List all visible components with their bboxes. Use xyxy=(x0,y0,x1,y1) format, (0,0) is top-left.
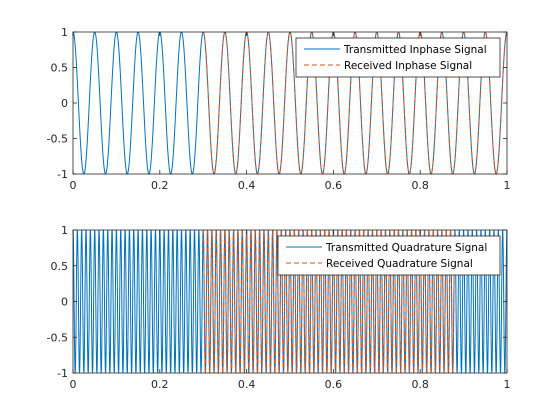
bottom-axes: 0 0.2 0.4 0.6 0.8 1 -1 -0.5 0 0.5 1 Transmitted Qua… xyxy=(47,224,511,391)
y-tick-label: 1 xyxy=(61,224,68,237)
x-tick-label: 0 xyxy=(70,179,77,192)
legend-entry-label: Transmitted Quadrature Signal xyxy=(325,242,487,254)
y-tick-label: -0.5 xyxy=(47,133,68,146)
y-tick-label: 0 xyxy=(61,296,68,309)
legend-entry-label: Received Quadrature Signal xyxy=(326,258,473,270)
legend-entry-label: Transmitted Inphase Signal xyxy=(343,44,487,56)
x-tick-label: 0.8 xyxy=(411,179,429,192)
y-tick-label: 0 xyxy=(61,97,68,110)
x-tick-label: 0.6 xyxy=(325,179,343,192)
x-tick-label: 0.8 xyxy=(411,378,429,391)
legend: Transmitted Quadrature Signal Received Qu… xyxy=(277,235,501,276)
y-tick-label: 1 xyxy=(61,26,68,39)
x-tick-label: 0.2 xyxy=(151,179,169,192)
y-tick-label: -1 xyxy=(57,168,68,181)
x-tick-label: 1 xyxy=(504,179,511,192)
x-tick-label: 0.4 xyxy=(238,179,256,192)
x-tick-label: 0.4 xyxy=(238,378,256,391)
legend: Transmitted Inphase Signal Received Inpha… xyxy=(295,37,501,78)
legend-box xyxy=(295,37,501,78)
legend-box xyxy=(277,235,501,276)
x-tick-label: 1 xyxy=(504,378,511,391)
series-line-received-quadrature-signal xyxy=(202,230,456,373)
y-tick-label: 0.5 xyxy=(51,260,69,273)
y-tick-label: -1 xyxy=(57,367,68,380)
x-tick-label: 0.2 xyxy=(151,378,169,391)
legend-entry-label: Received Inphase Signal xyxy=(344,60,472,72)
x-tick-label: 0 xyxy=(70,378,77,391)
y-tick-label: 0.5 xyxy=(51,62,69,75)
y-tick-label: -0.5 xyxy=(47,331,68,344)
x-tick-label: 0.6 xyxy=(325,378,343,391)
top-axes: 0 0.2 0.4 0.6 0.8 1 -1 -0.5 0 0.5 1 Transmitted Inp… xyxy=(47,26,511,192)
